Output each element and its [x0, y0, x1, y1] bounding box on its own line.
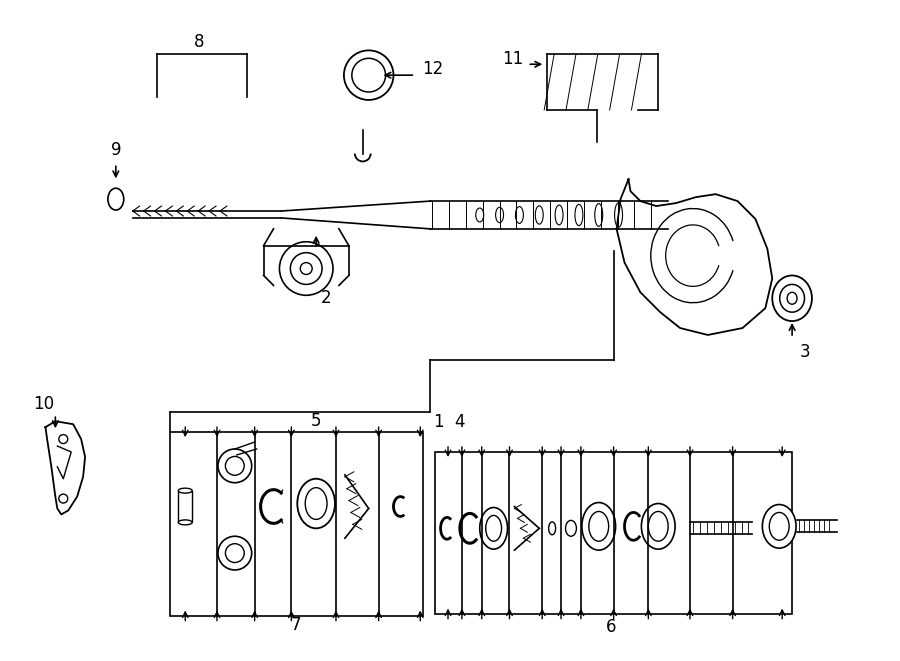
Ellipse shape [555, 205, 563, 225]
Ellipse shape [480, 508, 508, 549]
Text: 3: 3 [800, 343, 810, 361]
Text: 1: 1 [433, 413, 444, 431]
Ellipse shape [301, 262, 312, 274]
Text: 5: 5 [310, 412, 321, 430]
Ellipse shape [516, 206, 524, 223]
Text: 9: 9 [111, 141, 122, 159]
Text: 2: 2 [320, 290, 331, 307]
Ellipse shape [225, 457, 244, 475]
Text: 10: 10 [33, 395, 54, 413]
Text: 4: 4 [454, 413, 465, 431]
Ellipse shape [291, 253, 322, 284]
Ellipse shape [615, 203, 623, 227]
Ellipse shape [575, 204, 583, 225]
Bar [170, 432, 423, 615]
Ellipse shape [178, 520, 193, 525]
Ellipse shape [549, 522, 555, 535]
Text: 6: 6 [606, 619, 616, 637]
Ellipse shape [565, 520, 576, 536]
Ellipse shape [486, 516, 501, 541]
Text: 8: 8 [194, 34, 204, 52]
Text: 7: 7 [291, 617, 302, 635]
Ellipse shape [595, 204, 603, 226]
Ellipse shape [772, 276, 812, 321]
Ellipse shape [279, 242, 333, 295]
Text: 12: 12 [422, 60, 444, 78]
Ellipse shape [218, 536, 252, 570]
Ellipse shape [536, 206, 544, 224]
Text: 11: 11 [502, 50, 523, 68]
Ellipse shape [648, 512, 668, 541]
Ellipse shape [589, 512, 608, 541]
Ellipse shape [58, 435, 68, 444]
Ellipse shape [762, 504, 796, 548]
Ellipse shape [582, 502, 616, 550]
Ellipse shape [225, 544, 244, 563]
Ellipse shape [770, 512, 789, 540]
Bar [435, 452, 792, 613]
Ellipse shape [218, 449, 252, 483]
Ellipse shape [108, 188, 124, 210]
Ellipse shape [476, 208, 483, 222]
Ellipse shape [788, 292, 797, 304]
Ellipse shape [344, 50, 393, 100]
Ellipse shape [642, 504, 675, 549]
Ellipse shape [58, 494, 68, 503]
Ellipse shape [305, 488, 327, 520]
Ellipse shape [178, 488, 193, 493]
Ellipse shape [779, 284, 805, 312]
Ellipse shape [496, 208, 503, 223]
Ellipse shape [352, 58, 385, 92]
Bar [178, 490, 193, 522]
Ellipse shape [297, 479, 335, 528]
